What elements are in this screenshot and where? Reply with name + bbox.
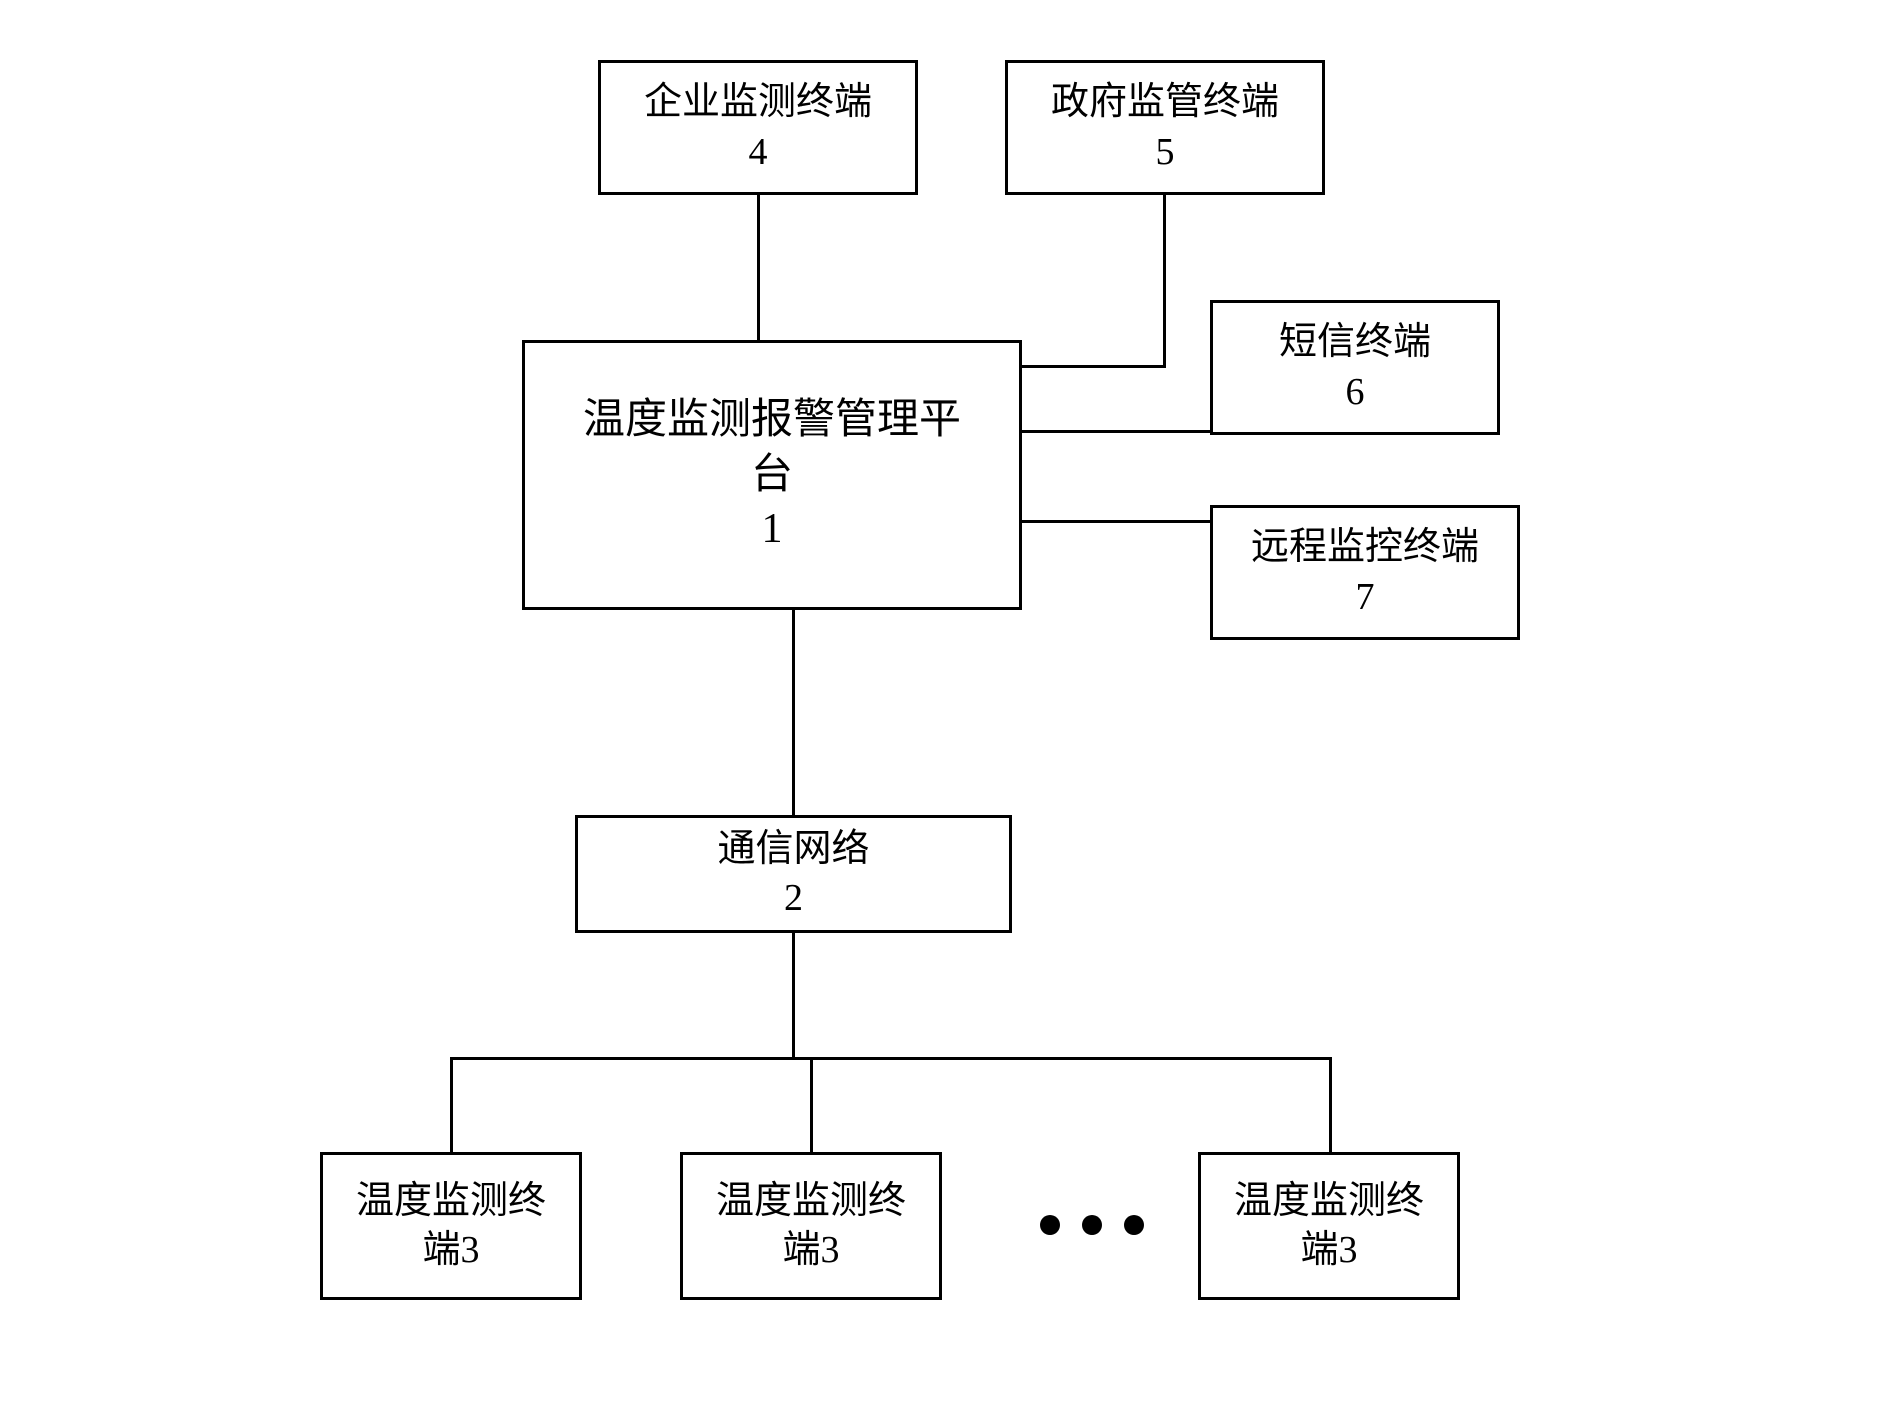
edge-line	[792, 933, 795, 1060]
node-number: 7	[1356, 573, 1375, 622]
node-label: 通信网络	[717, 825, 869, 874]
edge-line	[757, 195, 760, 340]
node-temp-terminal-3: 温度监测终端3	[1198, 1152, 1460, 1300]
edge-line	[450, 1057, 1332, 1060]
dot-icon	[1124, 1215, 1144, 1235]
node-sms-terminal: 短信终端 6	[1210, 300, 1500, 435]
node-label: 温度监测报警管理平台	[582, 393, 962, 502]
node-label: 温度监测终端3	[701, 1177, 921, 1276]
node-label: 温度监测终端3	[341, 1177, 561, 1276]
edge-line	[1329, 1057, 1332, 1152]
node-number: 1	[762, 502, 783, 557]
edge-line	[450, 1057, 453, 1152]
node-enterprise-terminal: 企业监测终端 4	[598, 60, 918, 195]
edge-line	[1163, 195, 1166, 368]
edge-line	[1022, 365, 1166, 368]
node-label: 温度监测终端3	[1219, 1177, 1439, 1276]
edge-line	[810, 1057, 813, 1152]
node-number: 2	[784, 874, 803, 923]
node-temp-terminal-1: 温度监测终端3	[320, 1152, 582, 1300]
ellipsis-dots	[1040, 1215, 1144, 1235]
dot-icon	[1040, 1215, 1060, 1235]
node-government-terminal: 政府监管终端 5	[1005, 60, 1325, 195]
node-label: 远程监控终端	[1251, 523, 1479, 572]
node-number: 4	[749, 128, 768, 177]
dot-icon	[1082, 1215, 1102, 1235]
node-number: 5	[1156, 128, 1175, 177]
node-label: 短信终端	[1279, 318, 1431, 367]
node-network: 通信网络 2	[575, 815, 1012, 933]
node-label: 政府监管终端	[1051, 78, 1279, 127]
edge-line	[1022, 430, 1210, 433]
edge-line	[1022, 520, 1210, 523]
diagram-container: 企业监测终端 4 政府监管终端 5 短信终端 6 远程监控终端 7 温度监测报警…	[0, 0, 1903, 1405]
node-remote-terminal: 远程监控终端 7	[1210, 505, 1520, 640]
edge-line	[792, 610, 795, 815]
node-number: 6	[1346, 368, 1365, 417]
node-label: 企业监测终端	[644, 78, 872, 127]
node-platform: 温度监测报警管理平台 1	[522, 340, 1022, 610]
node-temp-terminal-2: 温度监测终端3	[680, 1152, 942, 1300]
